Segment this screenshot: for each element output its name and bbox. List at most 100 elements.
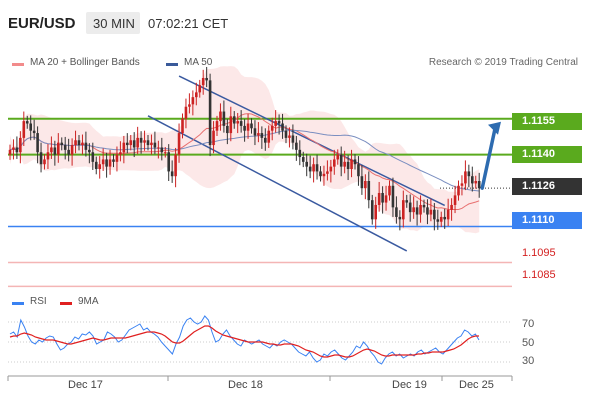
candle-body bbox=[150, 142, 153, 146]
candle-body bbox=[136, 137, 139, 148]
candle-body bbox=[467, 171, 471, 177]
candle-body bbox=[322, 173, 326, 177]
candle-body bbox=[319, 171, 322, 177]
candle-body bbox=[143, 140, 146, 143]
candle-body bbox=[32, 130, 36, 134]
candle-body bbox=[36, 133, 39, 153]
candle-body bbox=[160, 147, 164, 153]
chart-header: EUR/USD 30 MIN 07:02:21 CET bbox=[0, 0, 589, 46]
candle-body bbox=[163, 152, 167, 154]
candle-body bbox=[308, 166, 312, 172]
candle-body bbox=[12, 147, 15, 150]
x-tick-dec18: Dec 18 bbox=[228, 379, 263, 391]
candle-body bbox=[384, 195, 388, 203]
candle-body bbox=[188, 104, 191, 107]
candle-body bbox=[22, 121, 26, 138]
candles-layer bbox=[8, 66, 481, 231]
rsi-panel-layer bbox=[8, 315, 512, 365]
candle-body bbox=[253, 128, 257, 136]
rsi-tick-30: 30 bbox=[522, 355, 535, 367]
candle-body bbox=[229, 116, 233, 134]
candle-body bbox=[457, 185, 460, 196]
channel-lower-line bbox=[147, 115, 408, 252]
candle-body bbox=[212, 130, 215, 146]
timeframe-selector[interactable] bbox=[86, 12, 140, 34]
legend-swatch-rsi bbox=[12, 302, 24, 305]
candle-body bbox=[402, 200, 405, 220]
candle-body bbox=[201, 77, 205, 86]
candle-body bbox=[312, 164, 315, 172]
candle-body bbox=[350, 159, 353, 170]
candle-body bbox=[19, 137, 22, 153]
candle-body bbox=[395, 207, 398, 217]
level-badge-1.1126: 1.1126 bbox=[512, 178, 582, 195]
legend-swatch-ma20 bbox=[12, 63, 24, 66]
candle-body bbox=[343, 161, 346, 167]
candle-body bbox=[15, 147, 19, 153]
candle-body bbox=[336, 154, 340, 160]
candle-body bbox=[477, 181, 481, 189]
candle-body bbox=[305, 161, 308, 167]
candle-body bbox=[264, 137, 267, 143]
candle-body bbox=[101, 159, 105, 165]
candle-body bbox=[381, 192, 384, 203]
candle-body bbox=[284, 130, 288, 138]
bollinger-band bbox=[10, 66, 480, 234]
candle-body bbox=[115, 154, 119, 162]
candle-body bbox=[412, 207, 415, 213]
candle-body bbox=[236, 121, 239, 124]
legend-swatch-ma50 bbox=[166, 63, 178, 66]
candle-body bbox=[291, 135, 295, 143]
candle-body bbox=[429, 209, 433, 215]
candle-body bbox=[277, 121, 281, 124]
candle-body bbox=[257, 133, 260, 136]
candle-body bbox=[195, 92, 198, 98]
candle-body bbox=[122, 142, 126, 153]
candle-body bbox=[43, 159, 46, 165]
channel-upper-line bbox=[178, 75, 446, 207]
candle-body bbox=[391, 185, 395, 208]
candle-body bbox=[174, 154, 177, 177]
level-lines-layer bbox=[8, 117, 512, 288]
candle-body bbox=[219, 111, 222, 122]
candle-body bbox=[333, 159, 336, 167]
candle-body bbox=[191, 97, 195, 105]
candle-body bbox=[471, 176, 474, 184]
candle-body bbox=[360, 176, 364, 189]
candle-body bbox=[388, 185, 391, 196]
research-credit: Research © 2019 Trading Central bbox=[428, 57, 578, 68]
legend-label-rsi: RSI bbox=[30, 296, 47, 307]
x-tick-dec25: Dec 25 bbox=[459, 379, 494, 391]
candle-body bbox=[46, 152, 50, 160]
candle-body bbox=[298, 149, 302, 158]
candle-body bbox=[60, 142, 64, 146]
candle-body bbox=[139, 137, 143, 143]
candle-body bbox=[426, 207, 429, 215]
candle-body bbox=[353, 159, 357, 165]
level-label-1.1095: 1.1095 bbox=[522, 247, 556, 259]
candle-body bbox=[415, 207, 419, 215]
level-badge-1.1155: 1.1155 bbox=[512, 113, 582, 130]
candle-body bbox=[246, 123, 250, 131]
timeframe-label[interactable]: 30 MIN bbox=[93, 16, 135, 31]
candle-body bbox=[239, 121, 243, 126]
candle-body bbox=[446, 209, 450, 220]
candle-body bbox=[198, 85, 202, 93]
candle-body bbox=[129, 140, 133, 146]
candle-body bbox=[91, 152, 95, 162]
candle-body bbox=[301, 157, 305, 162]
candle-body bbox=[339, 154, 343, 167]
candle-body bbox=[398, 216, 402, 220]
candle-body bbox=[184, 106, 188, 119]
forecast-arrow-shaft bbox=[480, 126, 497, 190]
candle-body bbox=[57, 142, 60, 155]
candle-body bbox=[25, 121, 29, 124]
candle-body bbox=[315, 164, 319, 172]
candle-body bbox=[77, 140, 81, 146]
x-tick-dec17: Dec 17 bbox=[68, 379, 103, 391]
candle-body bbox=[436, 219, 440, 222]
candle-body bbox=[108, 159, 112, 167]
candle-body bbox=[364, 181, 367, 189]
candle-body bbox=[274, 121, 277, 126]
